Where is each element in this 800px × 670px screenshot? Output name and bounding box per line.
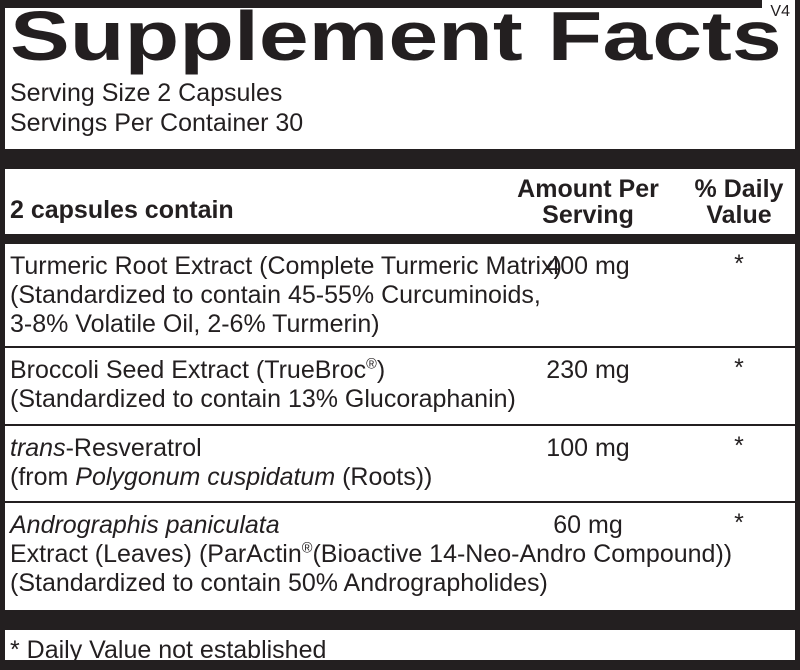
ingredient-name-line: (from Polygonum cuspidatum (Roots)): [10, 463, 433, 491]
amount-header-line2: Serving: [542, 201, 634, 229]
serving-info: Serving Size 2 Capsules Servings Per Con…: [10, 78, 800, 138]
daily-value-asterisk: *: [734, 509, 744, 537]
ingredient-name-line: Turmeric Root Extract (Complete Turmeric…: [10, 252, 562, 280]
version-tag: V4: [770, 3, 790, 20]
daily-value-asterisk: *: [734, 250, 744, 278]
daily-value-footnote: * Daily Value not established: [10, 636, 327, 664]
ingredient-name-line: (Standardized to contain 13% Glucoraphan…: [10, 385, 516, 413]
servings-per-container: Servings Per Container 30: [10, 109, 304, 137]
bottom-bar: [0, 660, 800, 670]
top-bar: [0, 0, 762, 8]
amount-per-serving: 100 mg: [546, 434, 630, 462]
column-header-contains: 2 capsules contain: [10, 196, 234, 224]
supplement-row: trans-Resveratrol (from Polygonum cuspida…: [0, 426, 800, 503]
separator-bar-bottom: [0, 610, 800, 630]
right-border: [795, 0, 800, 670]
daily-value-asterisk: *: [734, 432, 744, 460]
amount-per-serving: 400 mg: [546, 252, 630, 280]
ingredient-name: Andrographis paniculata Extract (Leaves) …: [10, 511, 736, 598]
supplement-row: Andrographis paniculata Extract (Leaves) …: [0, 503, 800, 610]
left-border: [0, 0, 5, 670]
ingredient-name-line: Extract (Leaves) (ParActin®(Bioactive 14…: [10, 540, 733, 568]
ingredient-name: Turmeric Root Extract (Complete Turmeric…: [10, 252, 736, 339]
ingredient-name-line: 3-8% Volatile Oil, 2-6% Turmerin): [10, 310, 380, 338]
supplement-row: Broccoli Seed Extract (TrueBroc®) (Standa…: [0, 348, 800, 426]
ingredient-name: Broccoli Seed Extract (TrueBroc®) (Standa…: [10, 356, 736, 414]
ingredient-rows: Turmeric Root Extract (Complete Turmeric…: [0, 244, 800, 610]
ingredient-name-line: Broccoli Seed Extract (TrueBroc®): [10, 356, 386, 384]
ingredient-name-line: trans-Resveratrol: [10, 434, 202, 462]
supplement-row: Turmeric Root Extract (Complete Turmeric…: [0, 244, 800, 348]
ingredient-name-line: (Standardized to contain 50% Andrographo…: [10, 569, 548, 597]
daily-value-asterisk: *: [734, 354, 744, 382]
dv-header-line2: Value: [706, 201, 772, 229]
table-header: 2 capsules contain Amount Per Serving % …: [0, 169, 800, 234]
ingredient-name: trans-Resveratrol (from Polygonum cuspida…: [10, 434, 736, 492]
column-header-amount: Amount Per Serving: [496, 176, 680, 228]
panel-title: Supplement Facts: [10, 0, 782, 75]
ingredient-name-line: Andrographis paniculata: [10, 511, 280, 539]
column-header-daily-value: % Daily Value: [686, 176, 792, 228]
amount-per-serving: 230 mg: [546, 356, 630, 384]
amount-header-line1: Amount Per: [517, 175, 659, 203]
ingredient-name-line: (Standardized to contain 45-55% Curcumin…: [10, 281, 541, 309]
dv-header-line1: % Daily: [694, 175, 784, 203]
separator-bar-top: [0, 149, 800, 169]
amount-per-serving: 60 mg: [553, 511, 623, 539]
serving-size: Serving Size 2 Capsules: [10, 79, 283, 107]
separator-bar-header: [0, 234, 800, 244]
